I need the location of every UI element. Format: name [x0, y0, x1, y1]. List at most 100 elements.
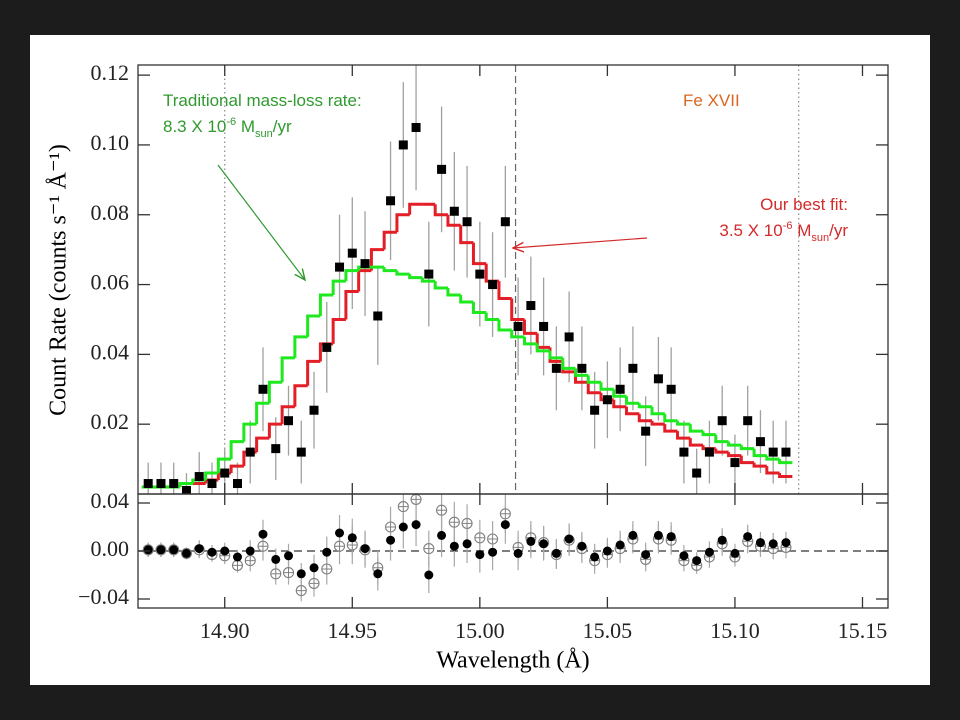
data-point — [564, 332, 574, 342]
residual-point — [194, 544, 204, 554]
model-step — [471, 242, 487, 266]
residual-point — [551, 548, 561, 558]
data-point — [232, 479, 242, 489]
model-step — [714, 434, 729, 444]
model-step — [752, 448, 767, 458]
residual-point — [232, 552, 242, 562]
residual-point-cross — [385, 522, 396, 532]
residual-point-cross — [296, 585, 307, 596]
model-step — [280, 405, 295, 425]
residual-point-cross — [474, 532, 485, 543]
model-step — [229, 440, 244, 460]
data-point — [743, 416, 753, 426]
model-step — [739, 455, 755, 465]
axes: 14.90 14.95 15.00 15.05 15.10 15.15 0.02 0.04 0.… — [78, 60, 889, 643]
residual-point — [220, 546, 230, 556]
annotation-arrow — [217, 164, 305, 280]
data-point — [245, 447, 255, 457]
data-point — [653, 374, 663, 384]
residual-point — [526, 536, 536, 546]
data-point — [717, 416, 727, 426]
data-point — [666, 384, 676, 394]
annotation-arrow — [513, 237, 648, 248]
model-step — [676, 420, 691, 426]
x-tick-label: 15.10 — [710, 618, 760, 643]
model-step — [727, 452, 742, 458]
y-tick-label: 0.04 — [91, 339, 130, 364]
annotation: Traditional mass-loss rate: — [163, 91, 362, 110]
model-step — [306, 359, 321, 386]
model-step — [510, 329, 525, 339]
model-step — [765, 455, 780, 461]
data-point — [207, 479, 217, 489]
data-point — [284, 416, 294, 426]
model-step — [242, 422, 257, 442]
residual-point — [309, 563, 319, 573]
model-step — [548, 350, 563, 360]
residual-point-cross — [245, 555, 256, 566]
data-point — [462, 217, 472, 227]
model-step — [497, 319, 512, 332]
residual-point-cross — [270, 568, 281, 579]
residual-point — [755, 538, 765, 548]
data-point — [679, 447, 689, 457]
model-step — [471, 302, 487, 314]
annotation-text: sun — [811, 232, 829, 244]
data-point — [628, 363, 638, 373]
residual-point-cross — [423, 543, 434, 554]
annotation: Fe XVII — [683, 91, 740, 110]
residual-point — [513, 548, 523, 558]
y-axis-label: Count Rate (counts s⁻¹ Å⁻¹) — [46, 144, 72, 416]
model-step — [178, 482, 193, 488]
model-step — [650, 420, 665, 426]
model-step — [663, 424, 678, 433]
x-axis-label: Wavelength (Å) — [436, 648, 589, 674]
data-point — [768, 447, 778, 457]
residual-point — [347, 533, 357, 543]
model-step — [433, 204, 448, 217]
residual-point — [500, 520, 510, 530]
annotation: 8.3 X 10-6 Msun/yr — [163, 116, 292, 140]
residual-point-cross — [283, 567, 294, 578]
main-plot — [141, 65, 800, 494]
residual-point — [564, 534, 574, 544]
residual-point-cross — [321, 564, 332, 574]
residual-point — [641, 550, 651, 560]
residual-point — [284, 551, 294, 561]
data-point — [475, 269, 485, 279]
residual-point — [743, 532, 753, 542]
residual-point-cross — [309, 578, 320, 589]
model-step — [382, 230, 397, 250]
data-point — [590, 405, 600, 415]
data-point — [309, 405, 319, 415]
data-point — [602, 395, 612, 405]
model-step — [625, 396, 640, 405]
model-step — [293, 335, 308, 358]
model-step — [676, 431, 691, 440]
model-step — [255, 401, 270, 425]
model-step — [216, 457, 232, 474]
model-step — [535, 343, 550, 353]
residual-point — [335, 528, 345, 538]
residual-point — [411, 520, 421, 530]
residual-point — [653, 530, 663, 540]
y-tick-label: 0.10 — [91, 130, 130, 155]
residual-point — [360, 544, 370, 554]
data-point — [500, 217, 510, 227]
annotation-text: Our best fit: — [760, 195, 848, 214]
data-point — [373, 311, 383, 321]
data-point — [181, 486, 191, 494]
data-point — [781, 447, 791, 457]
y-tick-label: 0.06 — [91, 270, 130, 295]
residual-point — [245, 546, 255, 556]
model-step — [446, 214, 461, 227]
model-step — [395, 270, 410, 276]
residual-point — [717, 535, 727, 545]
data-point — [551, 363, 561, 373]
data-point — [730, 458, 740, 468]
data-point — [539, 321, 549, 331]
data-point — [615, 384, 625, 394]
residual-point — [628, 530, 638, 540]
model-step — [612, 399, 627, 409]
